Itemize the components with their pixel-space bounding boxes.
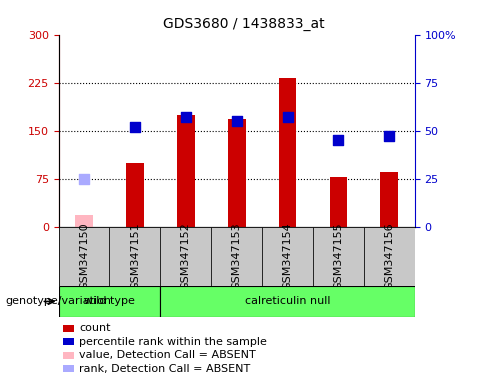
Text: genotype/variation: genotype/variation <box>5 296 111 306</box>
Text: GSM347154: GSM347154 <box>283 222 293 290</box>
Text: GSM347150: GSM347150 <box>79 222 89 290</box>
Point <box>233 118 241 124</box>
Bar <box>381 172 398 227</box>
Point <box>335 137 343 143</box>
Text: GSM347153: GSM347153 <box>232 222 242 290</box>
Text: percentile rank within the sample: percentile rank within the sample <box>79 337 267 347</box>
Bar <box>279 78 297 227</box>
Text: count: count <box>79 323 111 333</box>
Bar <box>75 215 93 227</box>
Bar <box>177 114 195 227</box>
Text: GSM347152: GSM347152 <box>181 222 191 290</box>
Point <box>284 114 291 120</box>
Bar <box>126 162 144 227</box>
Bar <box>161 286 415 317</box>
Text: calreticulin null: calreticulin null <box>245 296 330 306</box>
Point <box>80 175 88 182</box>
Bar <box>364 227 415 286</box>
Bar <box>262 227 313 286</box>
Point <box>131 124 139 130</box>
Text: GSM347151: GSM347151 <box>130 222 140 290</box>
Bar <box>313 227 364 286</box>
Bar <box>329 177 347 227</box>
Bar <box>59 286 161 317</box>
Bar <box>59 227 109 286</box>
Text: GDS3680 / 1438833_at: GDS3680 / 1438833_at <box>163 17 325 31</box>
Point <box>182 114 190 120</box>
Bar <box>161 227 211 286</box>
Bar <box>211 227 262 286</box>
Bar <box>109 227 161 286</box>
Text: value, Detection Call = ABSENT: value, Detection Call = ABSENT <box>79 350 256 360</box>
Text: GSM347156: GSM347156 <box>385 222 394 290</box>
Text: GSM347155: GSM347155 <box>333 222 344 290</box>
Point <box>386 133 393 139</box>
Text: wild type: wild type <box>84 296 135 306</box>
Bar <box>228 119 245 227</box>
Text: rank, Detection Call = ABSENT: rank, Detection Call = ABSENT <box>79 364 250 374</box>
